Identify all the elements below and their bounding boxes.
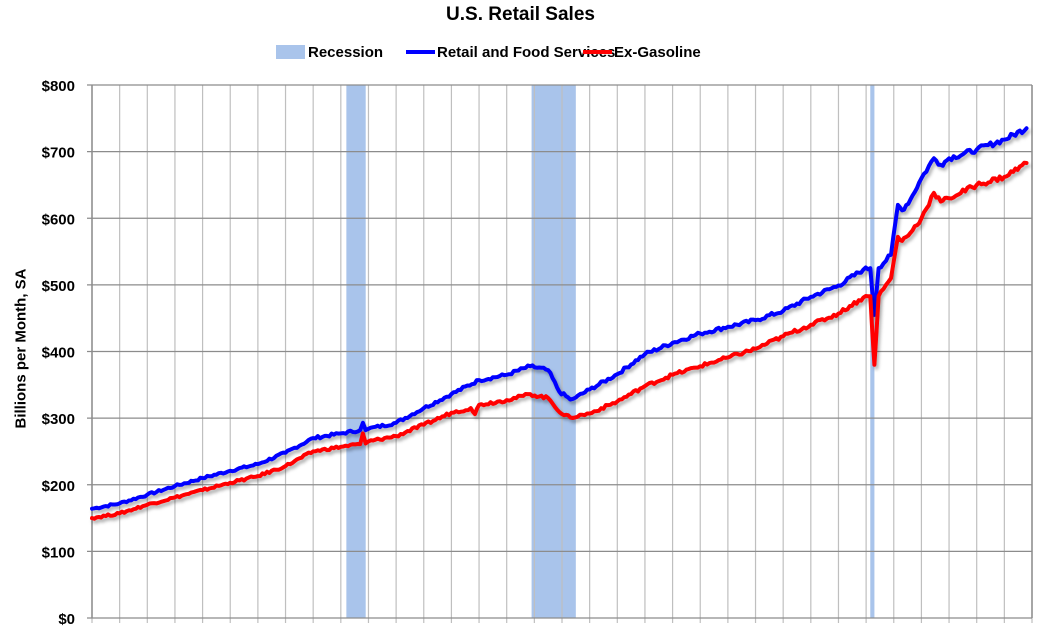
chart-title: U.S. Retail Sales [446, 4, 595, 25]
y-tick-label: $400 [42, 345, 75, 362]
y-tick-label: $300 [42, 411, 75, 428]
legend-item-retail: Retail and Food Services [406, 42, 615, 62]
red-line-swatch-icon [583, 50, 612, 54]
legend-item-exgas: Ex-Gasoline [583, 42, 701, 62]
recession-swatch-icon [276, 45, 305, 59]
legend-label-exgas: Ex-Gasoline [614, 43, 701, 61]
y-tick-label: $200 [42, 478, 75, 495]
legend: Recession Retail and Food Services Ex-Ga… [0, 42, 1041, 62]
horizontal-gridlines [87, 84, 1033, 619]
y-tick-label: $0 [58, 611, 75, 628]
y-tick-label: $700 [42, 145, 75, 162]
legend-label-recession: Recession [308, 43, 384, 61]
vertical-gridlines [91, 85, 1033, 623]
y-tick-label: $800 [42, 78, 75, 95]
ex-gasoline-line [90, 160, 1029, 521]
y-tick-label: $600 [42, 211, 75, 228]
legend-item-recession: Recession [276, 42, 383, 62]
legend-label-retail: Retail and Food Services [437, 43, 616, 61]
y-tick-label: $100 [42, 544, 75, 561]
y-axis-ticks: $0 $100 $200 $300 $400 $500 $600 $700 $800 [42, 78, 75, 628]
blue-line-swatch-icon [406, 50, 435, 54]
data-series [90, 126, 1029, 521]
y-tick-label: $500 [42, 278, 75, 295]
retail-food-services-line [90, 126, 1029, 511]
